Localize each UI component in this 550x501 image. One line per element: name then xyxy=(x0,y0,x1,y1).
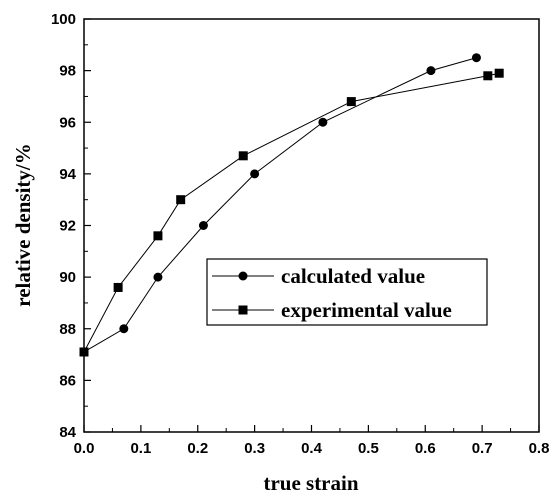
y-tick-label: 94 xyxy=(59,166,76,183)
y-tick-label: 92 xyxy=(59,218,76,235)
legend-label-experimental: experimental value xyxy=(281,298,452,322)
legend-marker-calculated xyxy=(238,271,248,281)
data-point-calculated xyxy=(153,272,163,282)
y-tick-label: 86 xyxy=(59,372,76,389)
y-tick-label: 96 xyxy=(59,114,76,131)
x-tick-label: 0.3 xyxy=(244,440,265,457)
legend-box xyxy=(206,258,488,326)
data-point-calculated xyxy=(426,66,436,76)
series-line-2 xyxy=(83,72,500,353)
legend: calculated value experimental value xyxy=(206,258,488,326)
x-tick-label: 0.7 xyxy=(472,440,493,457)
data-point-calculated xyxy=(198,221,208,230)
y-tick-label: 90 xyxy=(59,269,76,286)
data-point-experimental xyxy=(153,231,163,241)
x-tick-label: 0.5 xyxy=(358,440,379,457)
x-tick-label: 0.0 xyxy=(74,440,95,457)
data-point-calculated xyxy=(119,324,129,334)
data-point-experimental xyxy=(176,195,186,205)
y-tick-label: 98 xyxy=(59,63,76,80)
y-axis-title: relative density/% xyxy=(11,143,35,307)
plot-frame xyxy=(83,18,540,433)
x-tick-label: 0.4 xyxy=(301,440,323,457)
data-point-calculated xyxy=(250,169,260,179)
axis-ticks: 0.0 0.1 0.2 0.3 0.4 0.5 0.6 0.7 0.8 84 86 88 90 92 94 9… xyxy=(51,11,549,457)
series-layer xyxy=(79,53,504,357)
y-tick-label: 88 xyxy=(59,321,76,338)
x-tick-label: 0.6 xyxy=(415,440,436,457)
series-line-1 xyxy=(83,57,477,353)
x-axis-title: true strain xyxy=(263,471,358,495)
x-tick-label: 0.1 xyxy=(130,440,151,457)
y-tick-label: 100 xyxy=(51,11,76,28)
data-point-experimental xyxy=(346,97,356,107)
legend-marker-experimental xyxy=(238,305,248,315)
y-tick-label: 84 xyxy=(59,424,76,441)
data-point-calculated xyxy=(471,53,481,63)
x-tick-label: 0.8 xyxy=(529,440,550,457)
data-point-experimental xyxy=(483,71,493,81)
data-point-experimental xyxy=(113,282,123,292)
x-tick-label: 0.2 xyxy=(187,440,208,457)
data-point-experimental xyxy=(79,347,89,357)
data-point-experimental xyxy=(238,151,248,161)
legend-label-calculated: calculated value xyxy=(281,264,425,288)
data-point-experimental xyxy=(494,68,504,78)
data-point-calculated xyxy=(318,117,328,127)
